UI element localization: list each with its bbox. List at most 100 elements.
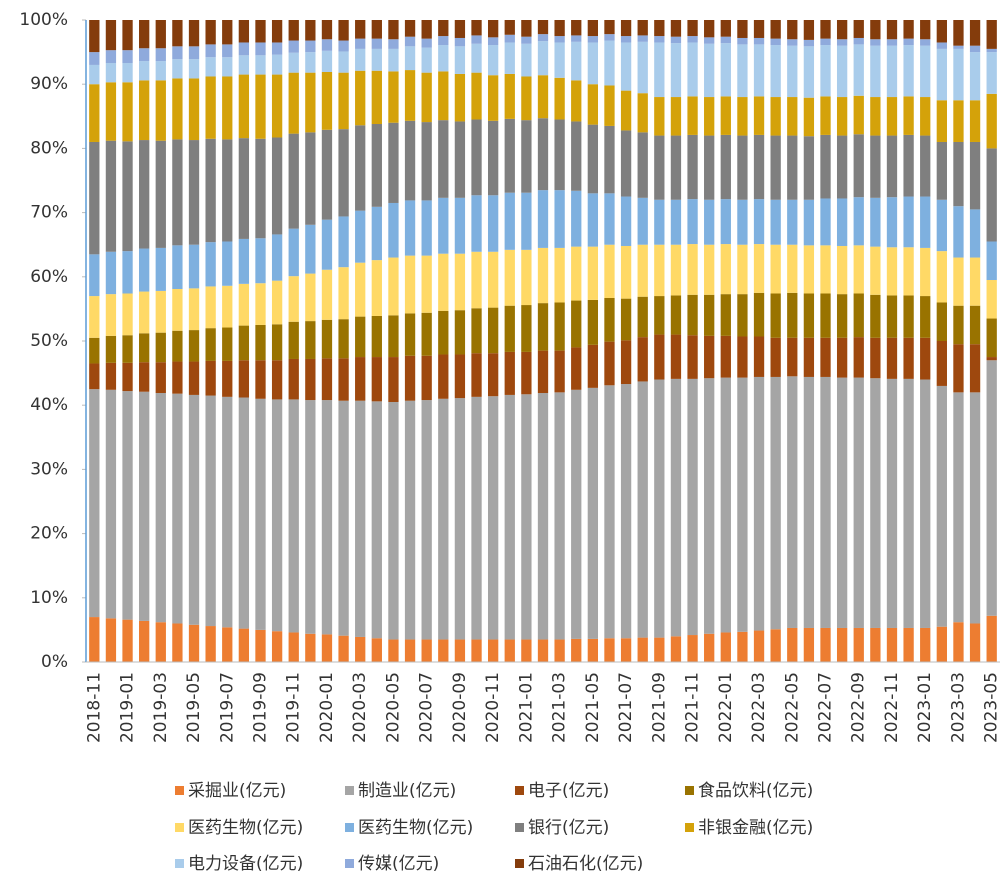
bar-segment: [853, 377, 864, 628]
bar-segment: [288, 40, 299, 53]
bar-segment: [487, 75, 499, 121]
bar-segment: [953, 257, 964, 306]
bar-segment: [787, 45, 798, 98]
x-tick-label: 2019-09: [250, 672, 270, 743]
bar-segment: [155, 61, 166, 81]
bar-segment: [587, 193, 599, 247]
bar-segment: [936, 341, 947, 386]
bar-segment: [654, 36, 665, 43]
bar-segment: [388, 401, 399, 640]
bar-segment: [820, 627, 831, 662]
bar-segment: [338, 400, 349, 636]
bar-segment: [604, 638, 615, 662]
bar-segment: [886, 97, 898, 136]
bar-segment: [371, 638, 382, 662]
bar-segment: [870, 246, 881, 295]
bar-segment: [438, 45, 449, 72]
bar-segment: [471, 195, 482, 252]
bar-segment: [338, 319, 349, 359]
bar-segment: [687, 199, 698, 245]
bar-segment: [172, 393, 183, 624]
bar-segment: [554, 20, 565, 37]
bar-segment: [753, 20, 765, 38]
bar-segment: [188, 20, 200, 47]
legend-swatch: [515, 823, 524, 832]
bar-segment: [936, 302, 947, 341]
bar-segment: [670, 334, 682, 379]
bar-segment: [89, 254, 100, 297]
bar-segment: [870, 337, 881, 379]
bar-segment: [820, 20, 831, 39]
bar-segment: [139, 333, 150, 363]
x-tick-label: 2021-09: [649, 672, 669, 743]
bar-segment: [571, 20, 582, 36]
bar-segment: [920, 247, 931, 297]
bar-segment: [787, 97, 798, 136]
bar-segment: [255, 20, 266, 43]
x-tick-label: 2021-07: [616, 672, 636, 743]
legend-swatch: [345, 786, 354, 795]
bar-segment: [188, 394, 200, 625]
bar-segment: [936, 385, 947, 627]
bar-segment: [438, 36, 449, 46]
bar-segment: [238, 238, 250, 284]
bar-segment: [155, 622, 166, 662]
bar-segment: [338, 20, 349, 41]
bar-segment: [487, 120, 499, 196]
bar-segment: [487, 307, 499, 354]
bar-segment: [504, 639, 515, 662]
bar-segment: [388, 71, 399, 123]
bar-segment: [321, 219, 333, 270]
bar-segment: [753, 134, 765, 200]
bar-segment: [504, 305, 515, 352]
bar-segment: [537, 639, 549, 662]
bar-segment: [122, 20, 133, 51]
bar-segment: [487, 353, 499, 397]
bar-segment: [969, 392, 981, 624]
bar-segment: [255, 324, 266, 361]
bar-segment: [936, 141, 947, 200]
bar-segment: [687, 244, 698, 295]
bar-segment: [986, 360, 997, 616]
bar-segment: [737, 244, 748, 295]
bar-segment: [89, 84, 100, 142]
bar-segment: [770, 376, 781, 630]
bar-segment: [554, 42, 565, 78]
bar-segment: [122, 50, 133, 64]
bar-segment: [438, 253, 449, 311]
bar-segment: [471, 396, 482, 640]
bar-segment: [105, 389, 117, 619]
y-tick-label: 40%: [30, 395, 68, 415]
bar-segment: [487, 396, 499, 640]
bar-segment: [188, 59, 200, 79]
bar-segment: [704, 135, 715, 200]
bar-segment: [471, 353, 482, 397]
bar-segment: [438, 639, 449, 662]
bar-segment: [288, 276, 299, 322]
bar-segment: [704, 335, 715, 379]
bar-segment: [886, 247, 898, 296]
bar-segment: [537, 20, 549, 35]
bar-segment: [853, 44, 864, 96]
bar-segment: [454, 46, 466, 74]
bar-segment: [604, 34, 615, 41]
bar-segment: [421, 400, 432, 640]
bar-segment: [704, 244, 715, 295]
bar-segment: [355, 125, 366, 211]
bar-segment: [986, 52, 997, 94]
bar-segment: [105, 63, 117, 83]
bar-segment: [271, 74, 283, 138]
bar-segment: [903, 378, 914, 628]
bar-segment: [870, 97, 881, 136]
bar-segment: [271, 54, 283, 75]
bar-segment: [454, 398, 466, 640]
bar-segment: [720, 632, 731, 662]
bar-segment: [886, 627, 898, 662]
bar-segment: [670, 135, 682, 200]
bar-segment: [388, 639, 399, 662]
bar-segment: [886, 197, 898, 248]
bar-segment: [853, 95, 864, 135]
bar-segment: [305, 40, 316, 53]
bar-segment: [255, 283, 266, 325]
bar-segment: [704, 199, 715, 245]
